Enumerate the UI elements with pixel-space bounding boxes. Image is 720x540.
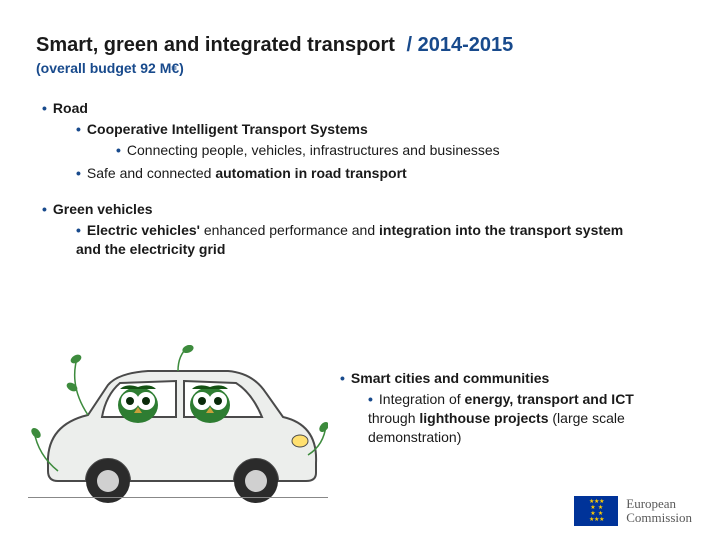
slide-title: Smart, green and integrated transport / … bbox=[36, 32, 684, 58]
bullet-icon: • bbox=[368, 391, 373, 407]
green-car-illustration bbox=[28, 345, 328, 520]
section-road: • Road bbox=[42, 100, 684, 116]
ev-bold1: Electric vehicles' bbox=[87, 222, 200, 238]
ec-logo-text: European Commission bbox=[626, 497, 692, 526]
green-label: Green vehicles bbox=[53, 201, 153, 217]
road-automation: • Safe and connected automation in road t… bbox=[76, 164, 684, 183]
int-mid: through bbox=[368, 410, 419, 426]
auto-bold: automation in road transport bbox=[215, 165, 406, 181]
ev-mid: enhanced performance and bbox=[200, 222, 379, 238]
ec-line2: Commission bbox=[626, 511, 692, 525]
title-main: Smart, green and integrated transport bbox=[36, 34, 395, 56]
green-ev: • Electric vehicles' enhanced performance… bbox=[76, 221, 684, 259]
bullet-icon: • bbox=[76, 165, 81, 181]
cits-sub: Connecting people, vehicles, infrastruct… bbox=[127, 142, 500, 158]
bullet-icon: • bbox=[76, 222, 81, 238]
road-label: Road bbox=[53, 100, 88, 116]
bullet-icon: • bbox=[76, 121, 81, 137]
bullet-icon: • bbox=[42, 201, 47, 217]
int-pre: Integration of bbox=[379, 391, 465, 407]
bullet-icon: • bbox=[116, 142, 121, 158]
slide-subtitle: (overall budget 92 M€) bbox=[36, 60, 684, 76]
eu-flag-icon: ★ ★ ★★ ★★ ★★ ★ ★ bbox=[574, 496, 618, 526]
road-cits-sub: • Connecting people, vehicles, infrastruc… bbox=[116, 141, 684, 160]
section-smart-cities: • Smart cities and communities • Integrati… bbox=[340, 360, 680, 447]
ec-line1: European bbox=[626, 497, 692, 511]
int-bold: energy, transport and ICT bbox=[465, 391, 634, 407]
content-area: • Road • Cooperative Intelligent Transport… bbox=[36, 100, 684, 258]
cits-heading: Cooperative Intelligent Transport System… bbox=[87, 121, 368, 137]
auto-pre: Safe and connected bbox=[87, 165, 215, 181]
smart-heading: • Smart cities and communities bbox=[340, 370, 680, 386]
title-year: / 2014-2015 bbox=[407, 34, 514, 56]
int-bold2: lighthouse projects bbox=[419, 410, 548, 426]
section-green: • Green vehicles bbox=[42, 201, 684, 217]
european-commission-logo: ★ ★ ★★ ★★ ★★ ★ ★ European Commission bbox=[574, 496, 692, 526]
smart-label: Smart cities and communities bbox=[351, 370, 549, 386]
road-cits: • Cooperative Intelligent Transport Syste… bbox=[76, 120, 684, 139]
bullet-icon: • bbox=[340, 370, 345, 386]
bullet-icon: • bbox=[42, 100, 47, 116]
smart-integration: • Integration of energy, transport and IC… bbox=[368, 390, 680, 447]
footer-divider bbox=[28, 497, 328, 498]
